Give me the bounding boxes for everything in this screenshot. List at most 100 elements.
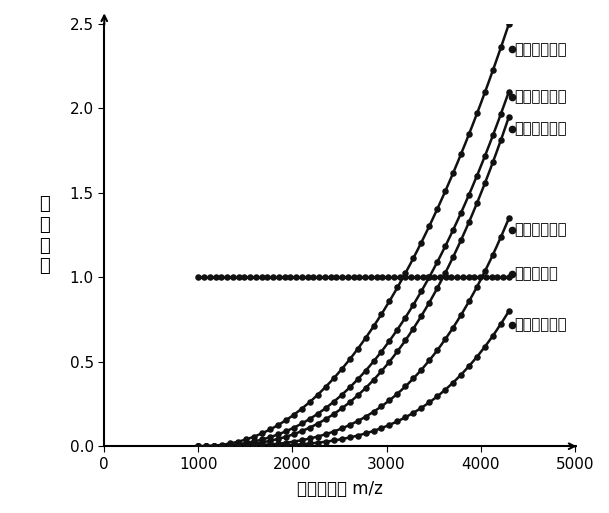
Point xyxy=(337,391,347,399)
Point xyxy=(480,88,490,96)
Point xyxy=(233,440,243,448)
Point xyxy=(424,273,434,281)
Point xyxy=(202,442,211,450)
Point xyxy=(401,337,410,345)
Point xyxy=(417,239,426,247)
Point xyxy=(194,442,203,450)
Point xyxy=(424,398,434,406)
Point xyxy=(441,273,451,282)
Point xyxy=(376,310,386,318)
Point xyxy=(199,273,209,282)
Point xyxy=(194,442,203,450)
Point xyxy=(297,273,307,282)
Point xyxy=(274,273,284,282)
Point xyxy=(504,20,514,28)
Point xyxy=(305,440,315,448)
Point xyxy=(241,442,251,450)
Point xyxy=(452,273,462,282)
Point xyxy=(432,392,442,401)
Point xyxy=(281,439,291,447)
Point xyxy=(385,421,395,429)
Point xyxy=(361,334,370,342)
Point xyxy=(488,158,498,166)
Point xyxy=(368,376,378,384)
Point xyxy=(432,346,442,354)
Point xyxy=(309,273,319,282)
Point xyxy=(209,442,219,450)
Point xyxy=(257,442,267,450)
Point xyxy=(429,273,439,282)
Point xyxy=(209,442,219,450)
Point xyxy=(378,273,387,282)
Point xyxy=(331,273,341,282)
Point xyxy=(273,440,283,448)
Point xyxy=(289,441,299,449)
Point xyxy=(353,431,362,440)
Point xyxy=(257,429,267,438)
Point xyxy=(376,367,386,376)
Point xyxy=(440,242,450,250)
Point xyxy=(329,374,339,382)
Point xyxy=(281,427,291,436)
Point xyxy=(464,190,474,199)
Point xyxy=(472,199,482,207)
Point xyxy=(225,441,235,449)
Point xyxy=(257,438,267,446)
Point xyxy=(368,427,378,435)
Point xyxy=(225,439,235,447)
Point xyxy=(409,409,418,417)
Point xyxy=(361,273,370,282)
Point xyxy=(393,389,403,398)
Point xyxy=(233,438,243,446)
Point xyxy=(424,222,434,230)
Point xyxy=(329,398,339,406)
Point xyxy=(498,273,508,282)
Point xyxy=(504,307,514,315)
Point xyxy=(424,299,434,307)
Point xyxy=(313,420,323,428)
Point xyxy=(475,273,485,282)
Point xyxy=(417,404,426,412)
Point xyxy=(265,425,275,433)
Point xyxy=(417,312,426,320)
Point xyxy=(329,427,339,436)
Point xyxy=(337,424,347,432)
Point xyxy=(418,273,428,282)
Point xyxy=(504,214,514,222)
Point xyxy=(366,273,376,282)
Point xyxy=(435,273,445,282)
Point xyxy=(432,284,442,292)
Point xyxy=(487,273,496,282)
Point xyxy=(281,432,291,441)
Point xyxy=(194,442,203,450)
Point xyxy=(349,273,359,282)
Point xyxy=(273,441,283,449)
Point xyxy=(401,273,410,282)
Point xyxy=(313,409,323,418)
Text: 第二同位素峰: 第二同位素峰 xyxy=(515,89,567,104)
Point xyxy=(265,433,275,441)
Point xyxy=(458,273,468,282)
Point xyxy=(395,273,404,282)
Point xyxy=(456,208,466,216)
Point xyxy=(262,273,272,282)
Point xyxy=(456,150,466,158)
Point xyxy=(448,379,458,387)
Point xyxy=(472,352,482,361)
Point xyxy=(313,432,323,441)
Point xyxy=(480,343,490,351)
Point xyxy=(303,273,312,282)
Point xyxy=(202,442,211,450)
Point xyxy=(361,429,370,438)
Point xyxy=(409,301,418,309)
Point xyxy=(345,433,354,442)
Point xyxy=(329,437,339,445)
Point xyxy=(354,273,364,282)
Point xyxy=(314,273,324,282)
Point xyxy=(202,442,211,450)
Point xyxy=(472,171,482,180)
Point xyxy=(432,258,442,266)
Point xyxy=(393,283,403,291)
Point xyxy=(297,420,307,428)
Point xyxy=(233,442,243,450)
